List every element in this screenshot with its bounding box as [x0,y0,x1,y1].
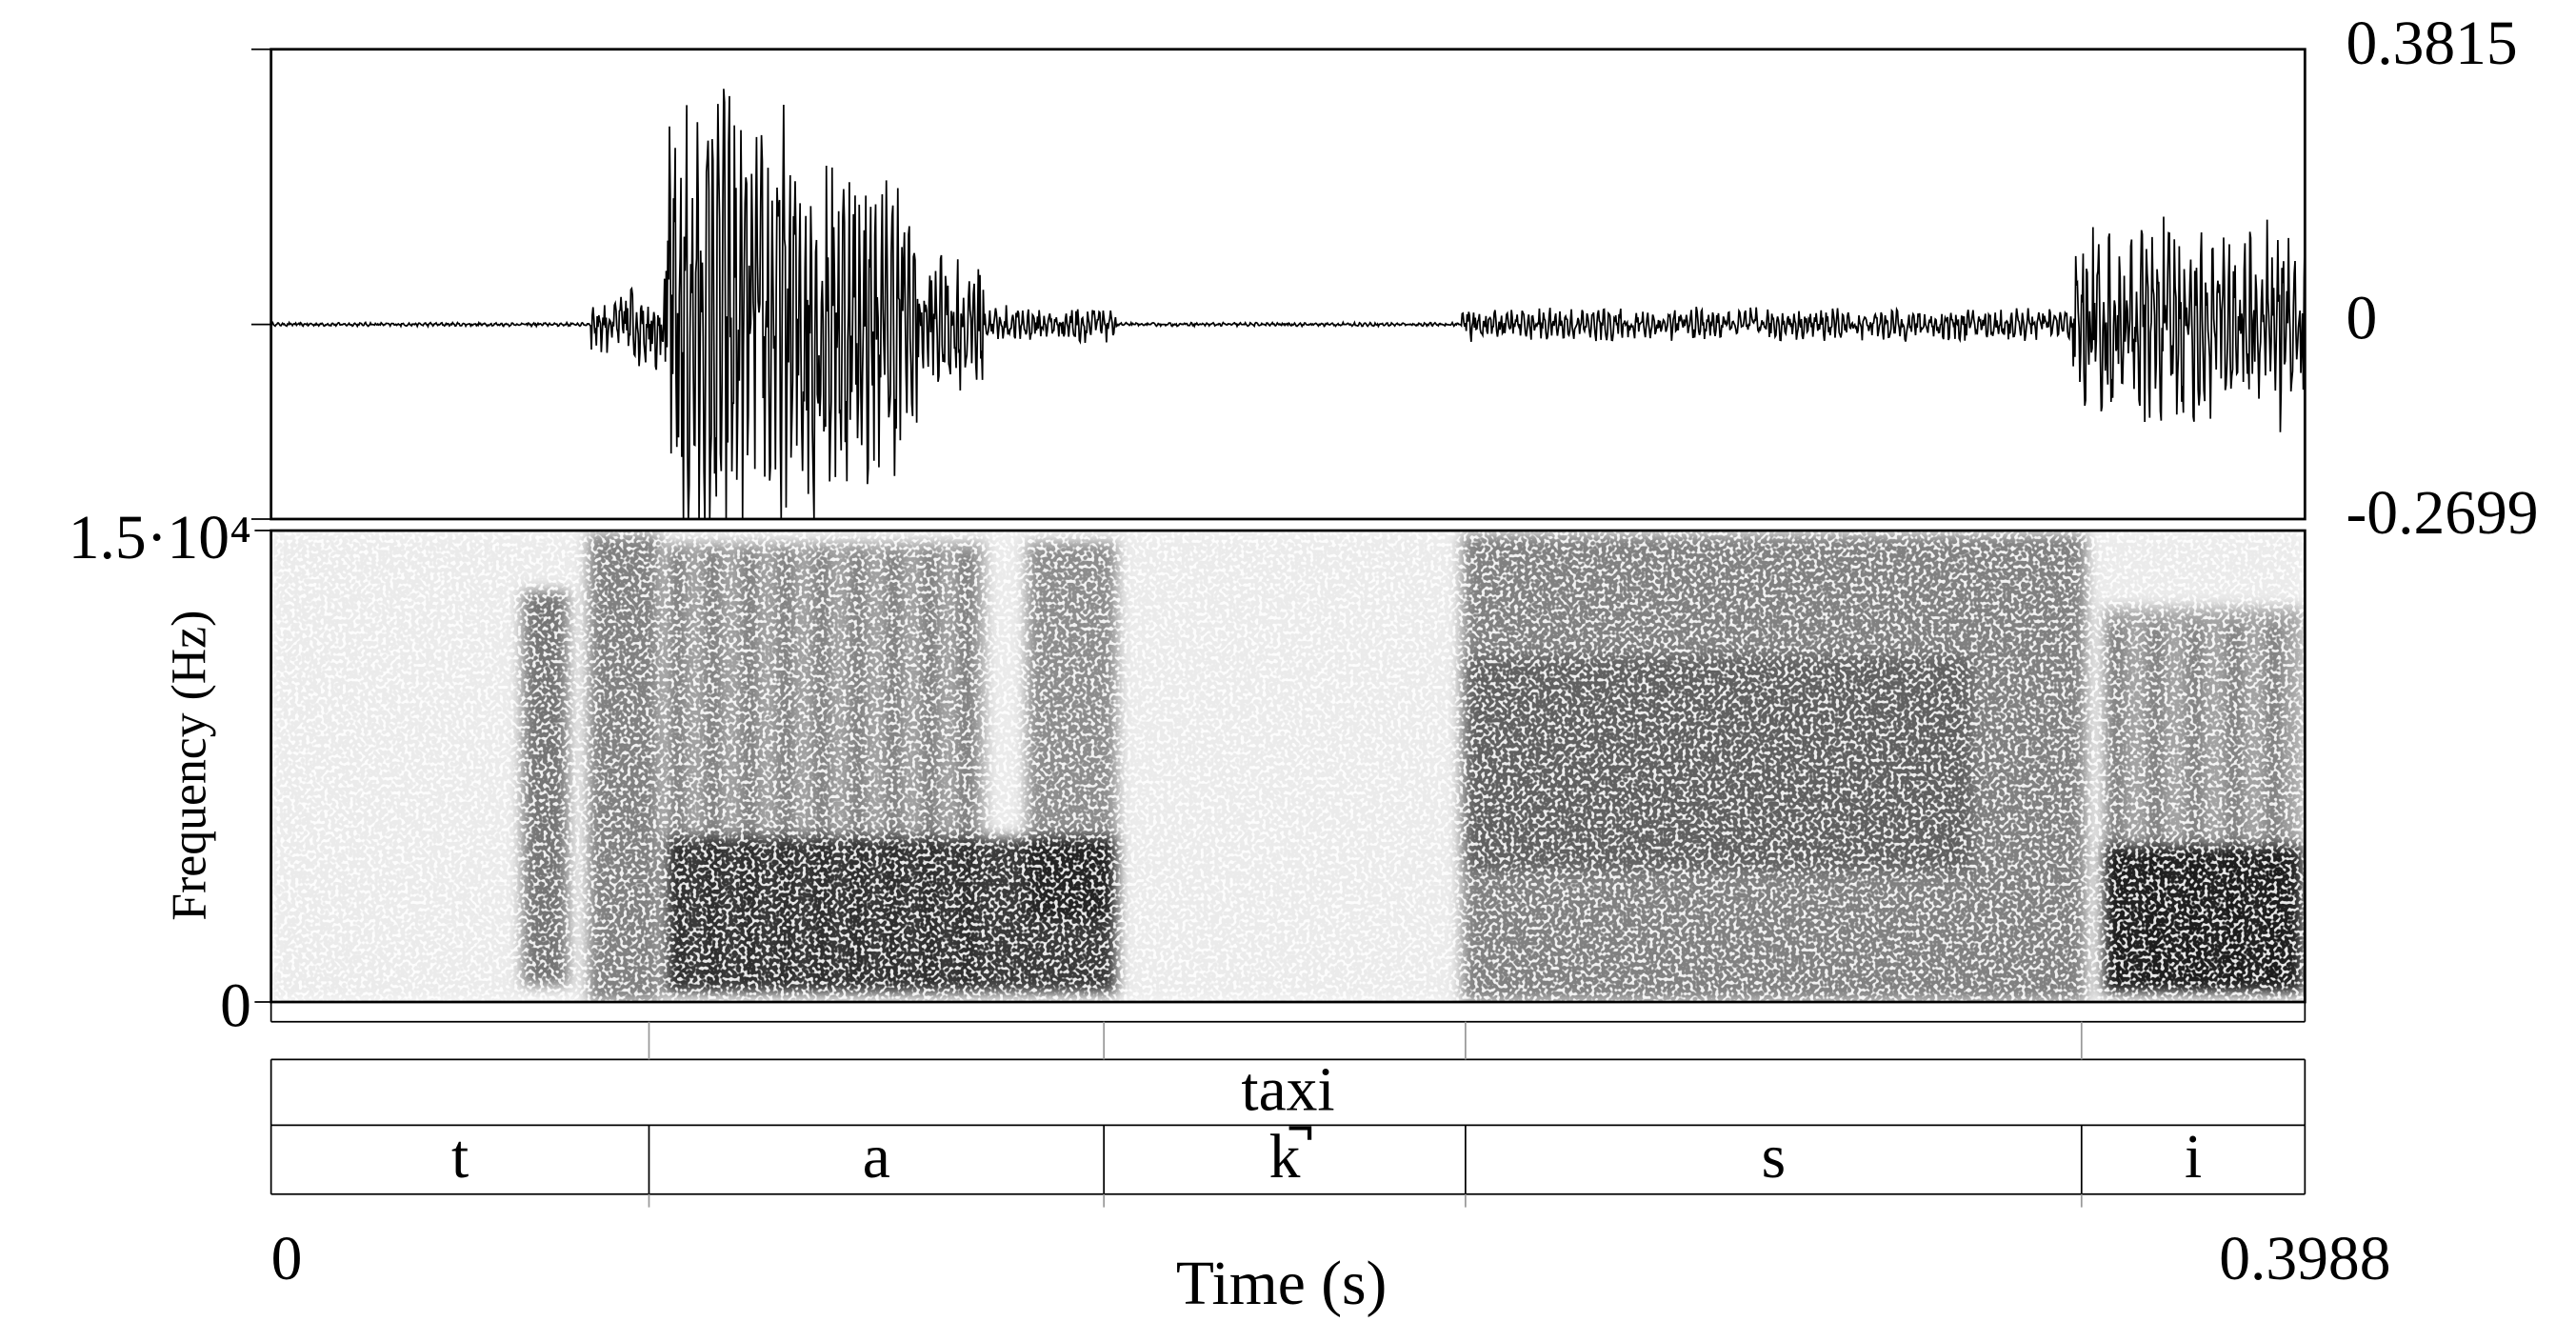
y-tick-label: 1.5·10⁴ [69,504,251,572]
x-tick-label: 0.3988 [2219,1225,2390,1293]
interval-label: a [863,1123,890,1192]
x-tick-label: 0 [271,1225,303,1293]
spectrogram-frame [270,529,2306,1004]
waveform-frame [270,48,2306,521]
y-tick-label: 0.3815 [2346,10,2517,78]
interval-label: i [2185,1123,2202,1192]
y-tick-label: 0 [220,971,251,1040]
spectrogram-image [270,531,2306,1003]
y-axis-title: Frequency (Hz) [162,611,216,921]
interval-label: taxi [1241,1055,1334,1124]
y-tick-label: -0.2699 [2346,479,2538,548]
interval-label: t [451,1123,469,1192]
y-tick-label: 0 [2346,285,2377,353]
interval-label: k̚ [1269,1123,1312,1192]
waveform-trace [270,89,2306,519]
interval-label: s [1762,1123,1787,1192]
x-axis-title: Time (s) [1176,1250,1388,1318]
waveform-area [270,89,2306,519]
